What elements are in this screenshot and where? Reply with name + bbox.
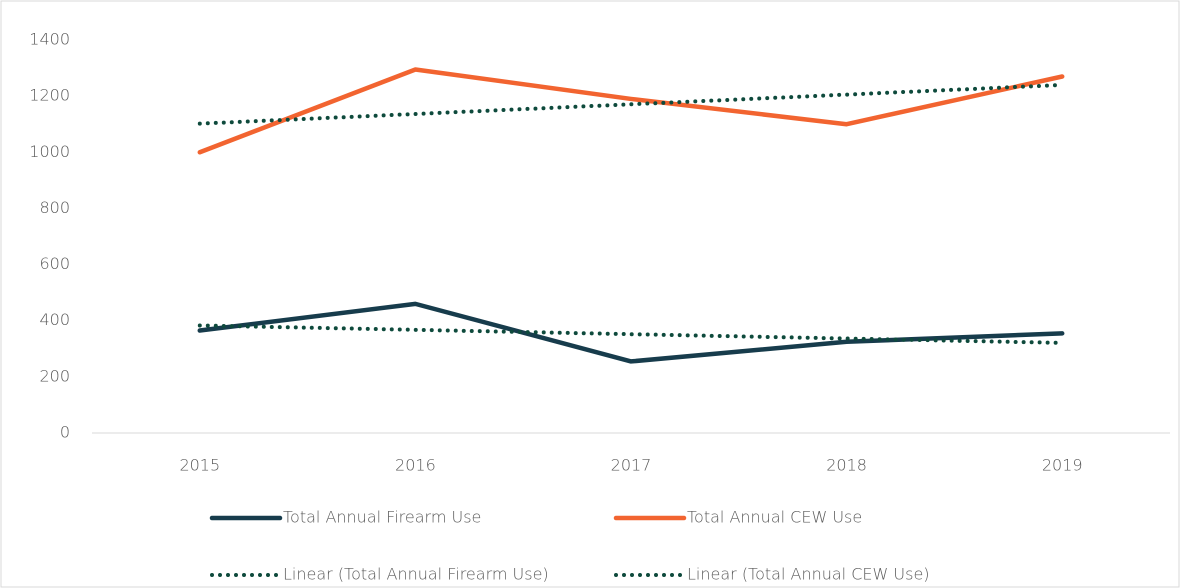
x-tick-label: 2015 <box>179 456 220 475</box>
y-tick-label: 200 <box>39 366 70 385</box>
legend-label: Total Annual CEW Use <box>687 508 862 527</box>
y-tick-label: 1400 <box>29 30 70 49</box>
x-tick-label: 2017 <box>611 456 652 475</box>
y-tick-label: 800 <box>39 198 70 217</box>
series-line <box>197 82 1065 126</box>
series-line <box>197 323 1065 345</box>
x-tick-label: 2018 <box>826 456 867 475</box>
x-tick-label: 2016 <box>395 456 436 475</box>
y-tick-label: 600 <box>39 254 70 273</box>
legend-label: Total Annual Firearm Use <box>283 508 481 527</box>
series-line <box>197 67 1065 155</box>
legend-label: Linear (Total Annual Firearm Use) <box>283 565 549 584</box>
y-tick-label: 400 <box>39 310 70 329</box>
y-tick-label: 1000 <box>29 142 70 161</box>
y-tick-label: 1200 <box>29 86 70 105</box>
y-tick-label: 0 <box>60 423 70 442</box>
x-tick-label: 2019 <box>1042 456 1083 475</box>
legend-label: Linear (Total Annual CEW Use) <box>687 565 930 584</box>
